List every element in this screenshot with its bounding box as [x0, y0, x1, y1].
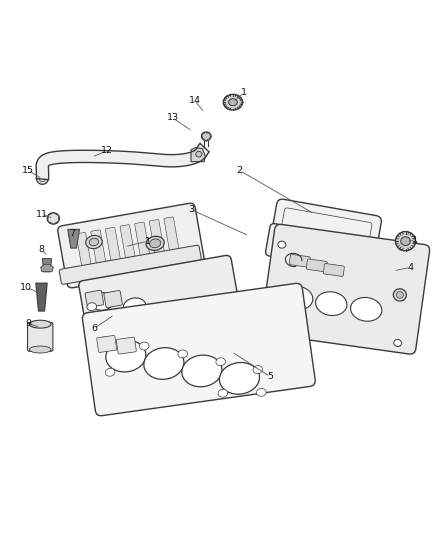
Ellipse shape: [123, 298, 146, 316]
Ellipse shape: [144, 348, 184, 379]
Ellipse shape: [316, 292, 347, 316]
Ellipse shape: [401, 237, 410, 246]
FancyBboxPatch shape: [28, 322, 53, 351]
Ellipse shape: [276, 329, 284, 336]
FancyBboxPatch shape: [306, 259, 327, 272]
Text: 2: 2: [236, 166, 243, 175]
Ellipse shape: [47, 213, 59, 224]
Ellipse shape: [187, 309, 210, 327]
Ellipse shape: [86, 236, 102, 248]
Ellipse shape: [278, 241, 286, 248]
Ellipse shape: [40, 176, 45, 182]
Ellipse shape: [257, 389, 266, 397]
FancyBboxPatch shape: [273, 230, 365, 266]
Ellipse shape: [396, 292, 403, 298]
FancyBboxPatch shape: [135, 222, 151, 265]
Ellipse shape: [149, 239, 161, 248]
Ellipse shape: [394, 340, 402, 346]
FancyBboxPatch shape: [97, 335, 117, 352]
FancyBboxPatch shape: [120, 224, 136, 268]
Ellipse shape: [281, 286, 313, 310]
Ellipse shape: [37, 174, 48, 184]
Ellipse shape: [50, 215, 56, 221]
Text: 5: 5: [267, 372, 273, 381]
Ellipse shape: [146, 236, 164, 251]
Ellipse shape: [89, 238, 99, 246]
Ellipse shape: [219, 362, 260, 394]
FancyBboxPatch shape: [59, 245, 201, 284]
Polygon shape: [68, 229, 80, 248]
FancyBboxPatch shape: [104, 290, 122, 308]
Ellipse shape: [350, 297, 382, 321]
Text: 12: 12: [101, 146, 113, 155]
Ellipse shape: [398, 244, 406, 251]
Text: 7: 7: [69, 229, 75, 238]
Ellipse shape: [156, 304, 178, 321]
Text: 10: 10: [20, 283, 32, 292]
Polygon shape: [36, 143, 209, 180]
Ellipse shape: [229, 99, 237, 106]
FancyBboxPatch shape: [79, 255, 240, 341]
Ellipse shape: [100, 337, 110, 345]
Ellipse shape: [201, 132, 211, 141]
Ellipse shape: [29, 346, 51, 353]
FancyBboxPatch shape: [76, 232, 93, 275]
Ellipse shape: [91, 293, 114, 310]
FancyBboxPatch shape: [105, 227, 122, 270]
Polygon shape: [41, 264, 53, 272]
FancyBboxPatch shape: [83, 284, 315, 416]
FancyBboxPatch shape: [164, 217, 180, 260]
Text: 11: 11: [35, 209, 48, 219]
FancyBboxPatch shape: [116, 337, 136, 354]
Ellipse shape: [29, 320, 51, 328]
FancyBboxPatch shape: [85, 290, 104, 308]
Ellipse shape: [105, 368, 115, 376]
Text: 13: 13: [166, 114, 179, 123]
Text: 15: 15: [22, 166, 35, 175]
Ellipse shape: [178, 350, 187, 358]
Ellipse shape: [106, 340, 146, 372]
FancyBboxPatch shape: [261, 224, 430, 354]
FancyBboxPatch shape: [266, 224, 372, 273]
Text: 14: 14: [188, 96, 201, 105]
Text: 1: 1: [145, 237, 151, 246]
Polygon shape: [42, 259, 52, 272]
FancyBboxPatch shape: [279, 208, 372, 257]
Polygon shape: [36, 283, 47, 311]
Ellipse shape: [139, 342, 149, 350]
Ellipse shape: [182, 355, 222, 387]
Ellipse shape: [196, 151, 202, 157]
Ellipse shape: [87, 303, 97, 311]
Ellipse shape: [218, 389, 228, 397]
Text: 3: 3: [188, 205, 194, 214]
Text: 8: 8: [38, 245, 45, 254]
Text: 6: 6: [91, 324, 97, 333]
Text: 1: 1: [241, 88, 247, 97]
FancyBboxPatch shape: [58, 203, 205, 288]
FancyBboxPatch shape: [91, 230, 108, 272]
FancyBboxPatch shape: [289, 254, 310, 267]
Text: 1: 1: [412, 236, 418, 245]
Text: 9: 9: [25, 319, 31, 328]
Ellipse shape: [395, 231, 416, 251]
FancyBboxPatch shape: [323, 263, 344, 277]
Ellipse shape: [223, 94, 243, 110]
Text: 4: 4: [408, 263, 414, 272]
Polygon shape: [191, 148, 205, 161]
Polygon shape: [48, 213, 59, 224]
Ellipse shape: [216, 358, 225, 366]
Ellipse shape: [393, 289, 406, 301]
FancyBboxPatch shape: [270, 199, 382, 265]
FancyBboxPatch shape: [149, 220, 166, 262]
Ellipse shape: [253, 366, 263, 374]
